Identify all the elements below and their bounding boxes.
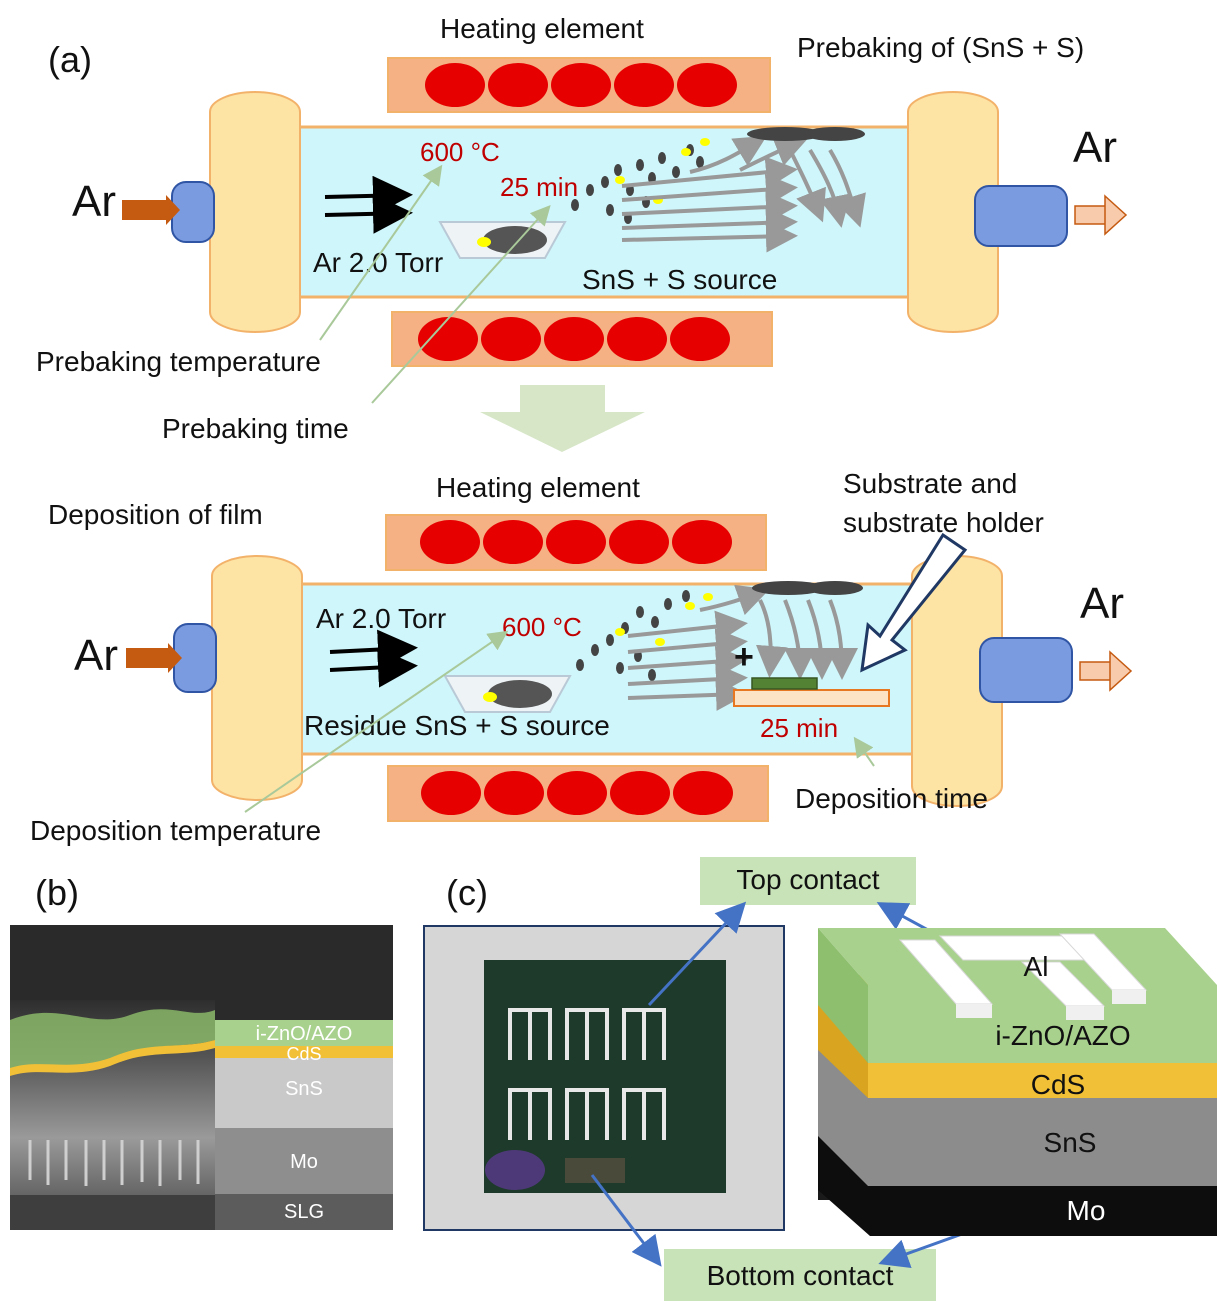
sem-cross-section: (b) i-ZnO/AZO CdS SnS Mo SLG bbox=[10, 872, 393, 1230]
layer-stack: Al i-ZnO/AZO CdS SnS Mo bbox=[818, 928, 1217, 1236]
plus-sign: + bbox=[734, 638, 754, 676]
panel-label-c: (c) bbox=[446, 872, 488, 913]
substrate-holder bbox=[733, 689, 890, 707]
ar-inlet-arrow bbox=[122, 200, 168, 220]
ar-inlet-label-2: Ar bbox=[74, 631, 118, 680]
prebaking-time-value: 25 min bbox=[500, 172, 578, 202]
stack-label-cds: CdS bbox=[1031, 1069, 1085, 1100]
sns-source-powder bbox=[483, 226, 547, 254]
furnace-deposition: Deposition of film Heating element Subst… bbox=[30, 468, 1133, 846]
note-prebaking-time: Prebaking time bbox=[162, 413, 349, 444]
prebaking-temp-value: 600 °C bbox=[420, 137, 500, 167]
layer-zno-front bbox=[868, 985, 1217, 1063]
sem-layer-zno bbox=[215, 1020, 393, 1046]
sem-mo-grains bbox=[28, 1140, 200, 1186]
sem-layer-mo bbox=[215, 1128, 393, 1194]
sem-zno-overlay bbox=[10, 1009, 215, 1070]
sem-label-sns: SnS bbox=[285, 1078, 323, 1100]
ar-inlet-arrow-2 bbox=[168, 643, 182, 673]
device-panel: (c) Top contact Bottom contact bbox=[423, 857, 1217, 1301]
al-label: Al bbox=[1024, 951, 1049, 982]
ar-outlet-arrow-2 bbox=[1109, 650, 1133, 692]
ar-outlet-arrow bbox=[1104, 194, 1128, 236]
stack-label-zno: i-ZnO/AZO bbox=[995, 1020, 1130, 1051]
vapor-flow-arrows bbox=[621, 135, 866, 253]
residue-source-label: Residue SnS + S source bbox=[304, 710, 610, 741]
deposition-time-value: 25 min bbox=[760, 713, 838, 743]
note-deposition-temperature: Deposition temperature bbox=[30, 815, 321, 846]
stack-label-sns: SnS bbox=[1044, 1127, 1097, 1158]
source-label: SnS + S source bbox=[582, 264, 777, 295]
deposition-title: Deposition of film bbox=[48, 499, 263, 530]
deposition-temp-value: 600 °C bbox=[502, 612, 582, 642]
stack-label-mo: Mo bbox=[1067, 1195, 1106, 1226]
vapor-particles-2 bbox=[576, 590, 713, 681]
sem-layer-sns bbox=[215, 1058, 393, 1128]
bottom-contact-label: Bottom contact bbox=[707, 1260, 894, 1291]
left-flange-2 bbox=[211, 555, 303, 801]
sem-layer-slg bbox=[215, 1194, 393, 1230]
ar-outlet-label-2: Ar bbox=[1080, 579, 1124, 628]
residue-source-powder bbox=[488, 680, 552, 708]
left-flange bbox=[209, 91, 301, 333]
furnace-prebaking: (a) Heating element Prebaking of (SnS + … bbox=[36, 13, 1128, 444]
substrate bbox=[751, 677, 818, 690]
sem-cds-overlay bbox=[10, 1040, 215, 1076]
top-contact-label: Top contact bbox=[736, 864, 879, 895]
ar-inlet-label: Ar bbox=[72, 177, 116, 226]
gas-outlet-port bbox=[974, 185, 1068, 247]
gas-inlet-port bbox=[171, 181, 215, 243]
device-photo-fingers bbox=[508, 1008, 666, 1140]
step-down-arrow bbox=[480, 385, 645, 452]
deposit-top bbox=[747, 127, 823, 141]
gas-outlet-port-2 bbox=[979, 637, 1073, 703]
sem-layer-cds bbox=[215, 1046, 393, 1058]
panel-label-a: (a) bbox=[48, 39, 92, 80]
pressure-label: Ar 2.0 Torr bbox=[313, 247, 443, 278]
prebaking-title: Prebaking of (SnS + S) bbox=[797, 32, 1084, 63]
note-deposition-time: Deposition time bbox=[795, 783, 988, 814]
vapor-flow-arrows-2 bbox=[627, 584, 858, 711]
deposit-top-2 bbox=[752, 581, 824, 595]
panel-label-b: (b) bbox=[35, 872, 79, 913]
substrate-label-line2: substrate holder bbox=[843, 507, 1044, 538]
heater-coils bbox=[418, 63, 737, 361]
top-contact-box bbox=[700, 857, 916, 905]
al-fingers bbox=[898, 933, 1148, 1020]
note-prebaking-temperature: Prebaking temperature bbox=[36, 346, 321, 377]
heating-element-label-2: Heating element bbox=[436, 472, 640, 503]
heating-element-label: Heating element bbox=[440, 13, 644, 44]
vapor-particles bbox=[571, 138, 710, 224]
heater-coils-2 bbox=[420, 520, 733, 815]
substrate-label-line1: Substrate and bbox=[843, 468, 1017, 499]
pressure-label-2: Ar 2.0 Torr bbox=[316, 603, 446, 634]
sem-label-slg: SLG bbox=[284, 1201, 324, 1223]
sem-label-zno: i-ZnO/AZO bbox=[256, 1023, 353, 1045]
sem-label-cds: CdS bbox=[286, 1044, 321, 1064]
substrate-pointer-arrow bbox=[860, 532, 968, 673]
ar-outlet-label: Ar bbox=[1073, 123, 1117, 172]
sem-label-mo: Mo bbox=[290, 1151, 318, 1173]
